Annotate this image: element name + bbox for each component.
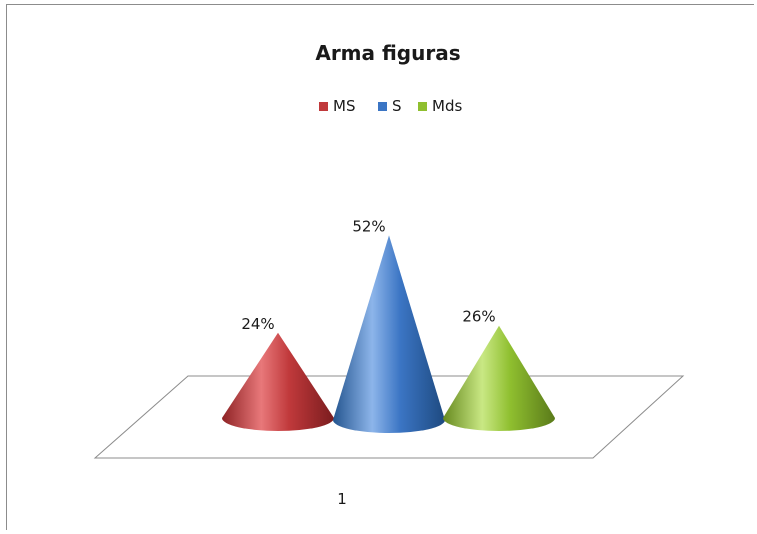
cone-body-ms [222, 332, 334, 431]
cone-body-s [333, 235, 445, 433]
legend-label-ms: MS [333, 97, 355, 115]
legend: MS S Mds [319, 97, 462, 115]
cone-mds [443, 325, 555, 431]
data-label-mds: 26% [462, 308, 495, 326]
category-label: 1 [337, 490, 347, 508]
legend-label-mds: Mds [432, 97, 462, 115]
legend-swatch-ms [319, 102, 328, 111]
legend-label-s: S [392, 97, 402, 115]
data-label-s: 52% [352, 217, 385, 235]
legend-swatch-s [378, 102, 387, 111]
cone-body-mds [443, 325, 555, 431]
cone-ms [222, 332, 334, 431]
chart-frame [6, 4, 754, 530]
legend-swatch-mds [418, 102, 427, 111]
cone-s [333, 235, 445, 433]
chart-title: Arma figuras [315, 41, 460, 65]
data-label-ms: 24% [241, 315, 274, 333]
